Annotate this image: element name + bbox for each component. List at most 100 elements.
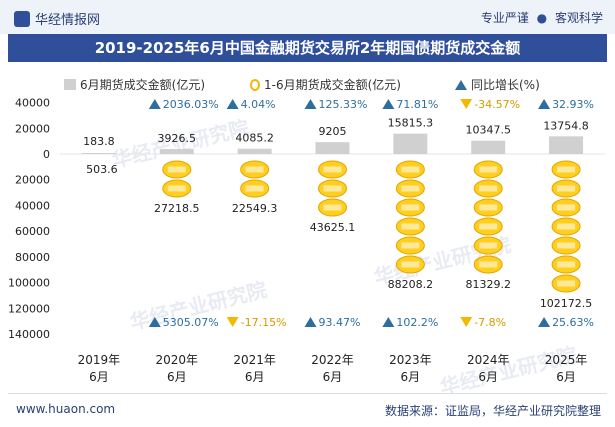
y-tick-label: 40000: [15, 199, 50, 212]
y-tick-label: 140000: [8, 328, 50, 341]
coin-shine-icon: [323, 204, 342, 211]
brand-logo-icon: [14, 10, 30, 27]
monthly-bar: [315, 142, 350, 154]
legend-monthly: 6月期货成交金额(亿元): [64, 76, 205, 93]
x-tick-label: 2021年: [233, 353, 276, 367]
monthly-yoy-label: -34.57%: [474, 98, 520, 111]
chart-canvas: 40000 20000 0 20000 40000 60000 80000 100000 120…: [8, 97, 605, 384]
monthly-yoy-label: 125.33%: [319, 98, 368, 111]
monthly-value-label: 9205: [319, 125, 347, 138]
yoy-up-icon: [148, 99, 161, 109]
cumulative-value-label: 27218.5: [154, 202, 200, 215]
legend-cumulative: 1-6月期货成交金额(亿元): [250, 76, 401, 93]
yoy-up-icon: [538, 317, 551, 327]
cumulative-yoy-label: 102.2%: [396, 316, 438, 329]
footer-site-link[interactable]: www.huaon.com: [16, 402, 116, 416]
coin-shine-icon: [557, 166, 576, 173]
dot-icon: ●: [536, 11, 548, 25]
coin-shine-icon: [557, 185, 576, 192]
monthly-bar: [81, 153, 116, 154]
cumulative-value-label: 22549.3: [232, 202, 278, 215]
y-tick-label: 120000: [8, 302, 50, 315]
yoy-up-icon: [226, 99, 239, 109]
cumulative-coin-stack: [318, 160, 347, 217]
cumulative-coin-stack: [551, 160, 581, 293]
cumulative-value-label: 81329.2: [465, 278, 511, 291]
cumulative-value-label: 102172.5: [540, 297, 593, 310]
coin-shine-icon: [557, 242, 576, 249]
monthly-value-label: 183.8: [83, 135, 115, 148]
cumulative-yoy-label: 93.47%: [319, 316, 361, 329]
coin-shine-icon: [479, 166, 498, 173]
yoy-up-icon: [538, 99, 551, 109]
yoy-up-icon: [382, 317, 395, 327]
coin-shine-icon: [557, 261, 576, 268]
monthly-yoy-label: 2036.03%: [163, 98, 219, 111]
monthly-value-label: 4085.2: [235, 132, 274, 145]
yoy-up-icon: [148, 317, 161, 327]
cumulative-value-label: 88208.2: [388, 278, 434, 291]
coin-shine-icon: [401, 166, 420, 173]
coin-shine-icon: [401, 185, 420, 192]
monthly-value-label: 10347.5: [465, 124, 511, 137]
coin-shine-icon: [479, 185, 498, 192]
coin-shine-icon: [479, 204, 498, 211]
coin-shine-icon: [557, 280, 576, 287]
coin-shine-icon: [479, 261, 498, 268]
monthly-bar: [237, 148, 272, 154]
x-tick-label: 2020年: [156, 353, 199, 367]
monthly-bar: [471, 140, 506, 154]
footer-source: 数据来源：证监局，华经产业研究院整理: [384, 404, 601, 418]
coin-shine-icon: [401, 261, 420, 268]
top-bar: 华经情报网 专业严谨 ● 客观科学: [0, 0, 615, 34]
y-tick-label: 0: [43, 148, 50, 161]
x-tick-label: 6月: [556, 370, 576, 384]
monthly-value-label: 13754.8: [543, 119, 589, 132]
y-tick-label: 60000: [15, 225, 50, 238]
cumulative-value-label: 43625.1: [310, 221, 356, 234]
x-tick-label: 6月: [478, 370, 498, 384]
x-tick-label: 6月: [167, 370, 187, 384]
yoy-down-icon: [226, 317, 239, 327]
chart-title: 2019-2025年6月中国金融期货交易所2年期国债期货成交金额: [8, 34, 607, 62]
legend-cumulative-label: 1-6月期货成交金额(亿元): [264, 78, 401, 92]
monthly-bar: [159, 148, 194, 154]
coin-shine-icon: [323, 185, 342, 192]
cumulative-coin-stack: [240, 160, 270, 198]
legend-yoy-label: 同比增长(%): [471, 78, 540, 92]
coin-shine-icon: [401, 204, 420, 211]
yoy-up-icon: [382, 99, 395, 109]
cumulative-coin-stack: [162, 160, 192, 198]
cumulative-yoy-label: 5305.07%: [163, 316, 219, 329]
coin-shine-icon: [323, 166, 342, 173]
x-tick-label: 2022年: [311, 353, 354, 367]
cumulative-coin-stack: [473, 160, 503, 274]
coin-shine-icon: [479, 223, 498, 230]
cumulative-yoy-label: 25.63%: [552, 316, 594, 329]
y-tick-label: 40000: [15, 97, 50, 110]
monthly-yoy-label: 71.81%: [396, 98, 438, 111]
footer: www.huaon.com 数据来源：证监局，华经产业研究院整理: [8, 393, 607, 423]
coin-shine-icon: [401, 223, 420, 230]
brand[interactable]: 华经情报网: [14, 9, 100, 28]
yoy-down-icon: [460, 99, 473, 109]
coin-shine-icon: [245, 185, 264, 192]
x-tick-label: 2024年: [467, 353, 510, 367]
x-tick-label: 2023年: [389, 353, 432, 367]
x-tick-label: 6月: [89, 370, 109, 384]
coin-shine-icon: [167, 185, 186, 192]
coin-shine-icon: [557, 204, 576, 211]
coin-swatch-icon: [250, 78, 260, 91]
x-tick-label: 6月: [323, 370, 343, 384]
brand-name: 华经情报网: [35, 13, 101, 28]
coin-shine-icon: [557, 223, 576, 230]
triangle-swatch-icon: [455, 79, 467, 90]
legend: 6月期货成交金额(亿元) 1-6月期货成交金额(亿元) 同比增长(%): [0, 76, 615, 94]
monthly-yoy-label: 4.04%: [241, 98, 276, 111]
x-tick-label: 2019年: [78, 353, 121, 367]
yoy-up-icon: [304, 317, 317, 327]
y-tick-label: 80000: [15, 251, 50, 264]
monthly-bar: [393, 133, 428, 154]
tag-rigorous: 专业严谨: [480, 11, 529, 25]
yoy-up-icon: [304, 99, 317, 109]
